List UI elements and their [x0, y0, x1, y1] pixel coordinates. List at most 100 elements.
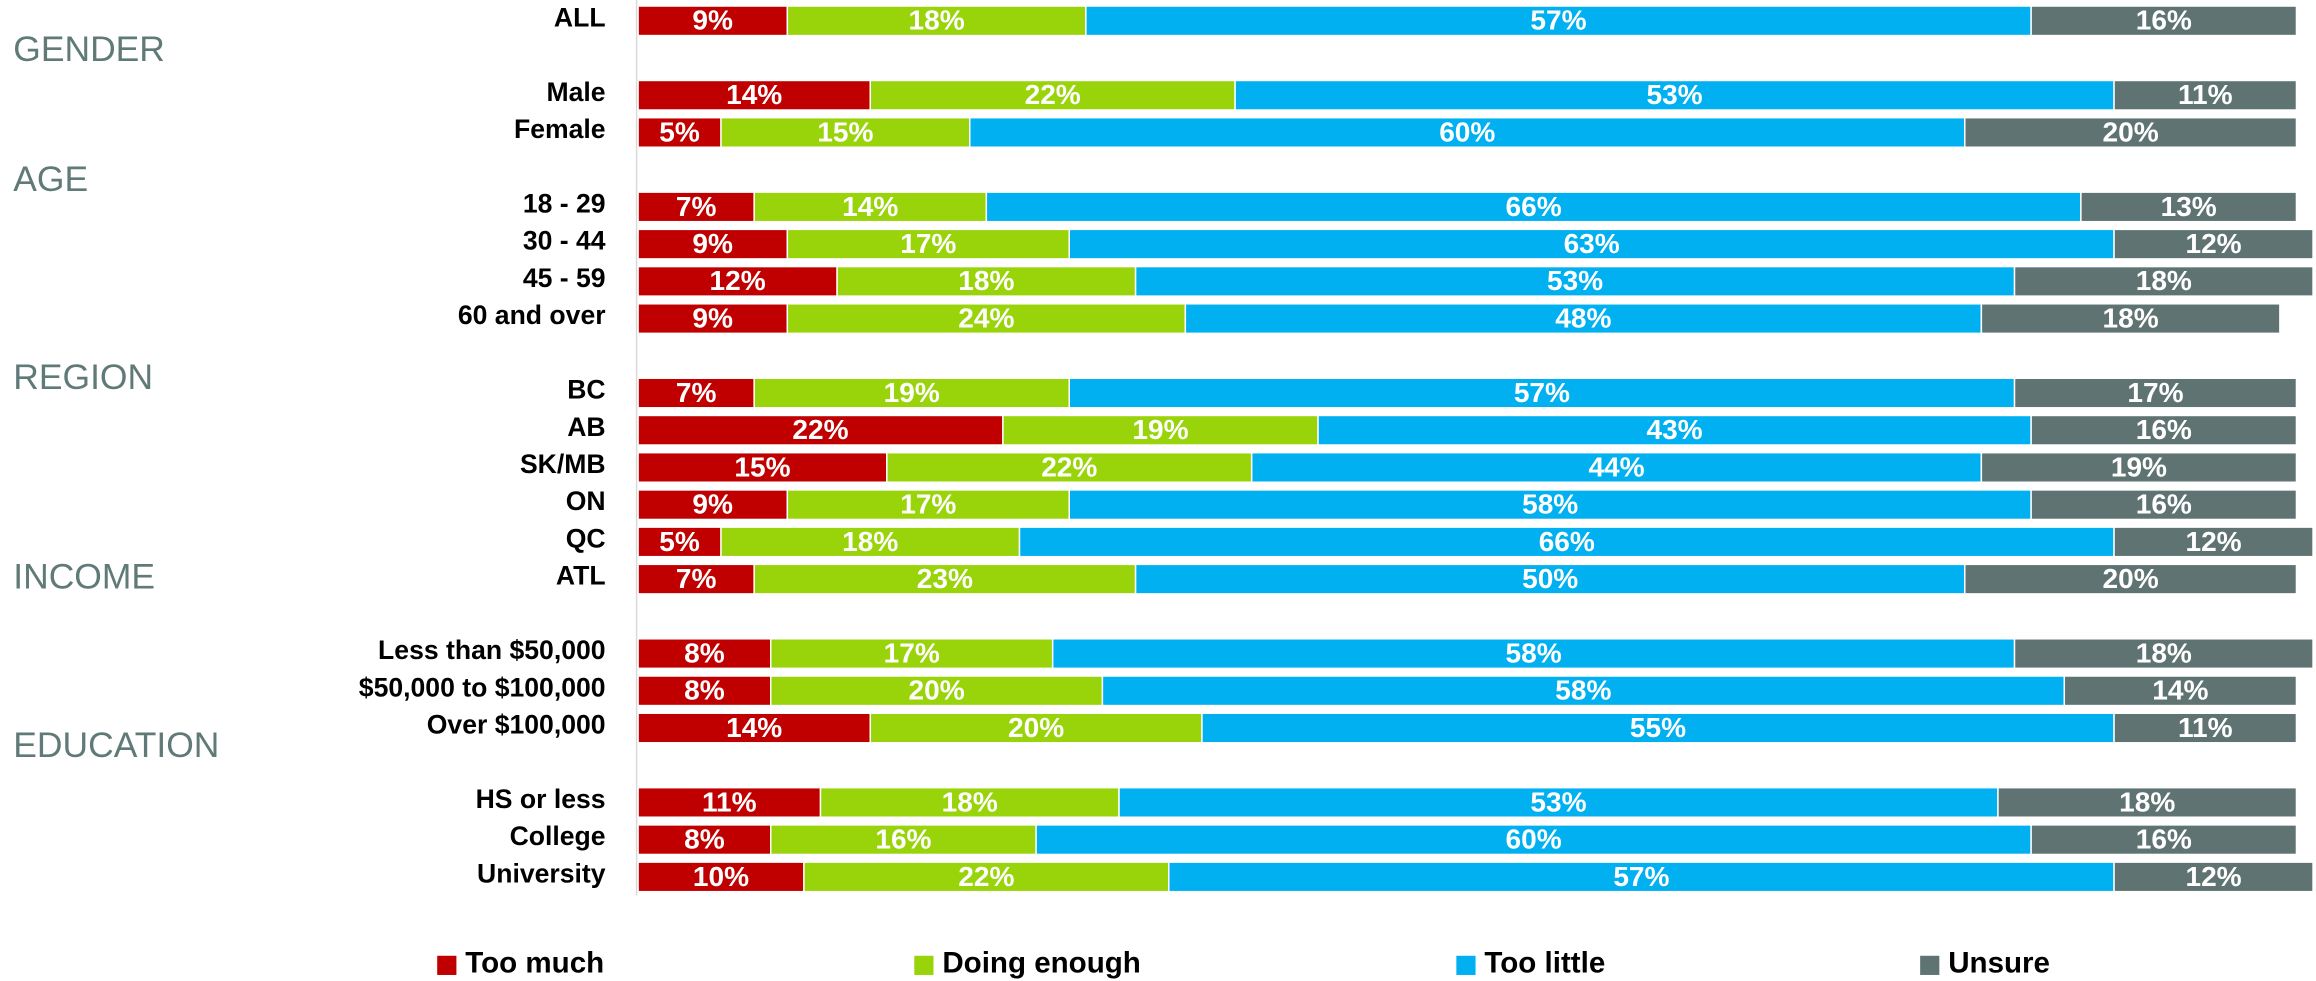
value-label: 17%: [900, 228, 956, 259]
bar-segment: [720, 116, 971, 148]
value-label: 10%: [693, 861, 749, 892]
value-label: 18%: [2136, 265, 2192, 296]
bar-segment: [2113, 228, 2314, 260]
value-label: 19%: [1132, 414, 1188, 445]
value-label: 5%: [659, 116, 700, 147]
legend-label: Doing enough: [942, 946, 1140, 979]
category-label: Male: [546, 77, 605, 107]
bar-segment: [637, 228, 789, 260]
value-label: 18%: [2136, 637, 2192, 668]
value-label: 16%: [2136, 824, 2192, 855]
bar-segment: [753, 191, 988, 223]
bar-segment: [2113, 526, 2314, 558]
value-label: 20%: [909, 675, 965, 706]
bar-segment: [2080, 191, 2298, 223]
value-label: 53%: [1530, 786, 1586, 817]
value-label: 18%: [942, 786, 998, 817]
value-label: 12%: [710, 265, 766, 296]
value-label: 18%: [2119, 786, 2175, 817]
category-label: Over $100,000: [427, 710, 606, 740]
bar-segment: [2030, 824, 2298, 856]
value-label: 57%: [1514, 377, 1570, 408]
category-label: QC: [566, 523, 606, 553]
value-label: 60%: [1439, 116, 1495, 147]
value-label: 22%: [1041, 451, 1097, 482]
legend-swatch: [914, 955, 934, 975]
bar-segment: [869, 712, 1203, 744]
bar-segment: [637, 861, 805, 893]
value-label: 14%: [726, 79, 782, 110]
bar-segment: [637, 377, 755, 409]
value-label: 58%: [1522, 489, 1578, 520]
value-label: 14%: [2152, 675, 2208, 706]
value-label: 8%: [684, 824, 725, 855]
bar-segment: [2063, 675, 2298, 707]
value-label: 58%: [1506, 637, 1562, 668]
value-label: 17%: [900, 489, 956, 520]
value-label: 9%: [692, 302, 733, 333]
legend-swatch: [437, 955, 457, 975]
value-label: 63%: [1564, 228, 1620, 259]
bar-segment: [1134, 265, 2016, 297]
value-label: 16%: [875, 824, 931, 855]
bar-segment: [2113, 712, 2298, 744]
bar-segment: [1134, 563, 1966, 595]
bar-segment: [1317, 414, 2032, 446]
value-label: 20%: [2103, 563, 2159, 594]
category-label: 60 and over: [458, 300, 606, 330]
bar-segment: [985, 191, 2082, 223]
value-label: 43%: [1646, 414, 1702, 445]
value-label: 58%: [1555, 675, 1611, 706]
category-label: $50,000 to $100,000: [359, 672, 606, 702]
category-label: Less than $50,000: [378, 635, 606, 665]
value-label: 57%: [1613, 861, 1669, 892]
bar-segment: [1997, 786, 2298, 818]
value-label: 16%: [2136, 5, 2192, 36]
value-label: 55%: [1630, 712, 1686, 743]
bar-segment: [803, 861, 1170, 893]
value-label: 44%: [1588, 451, 1644, 482]
value-label: 11%: [2178, 79, 2233, 110]
value-label: 16%: [2136, 489, 2192, 520]
bar-segment: [637, 451, 888, 483]
legend-label: Too little: [1484, 946, 1605, 979]
bar-segment: [637, 191, 755, 223]
value-label: 8%: [684, 637, 725, 668]
value-label: 12%: [2185, 228, 2241, 259]
bar-segment: [2113, 79, 2298, 111]
bar-segment: [637, 414, 1004, 446]
value-label: 50%: [1522, 563, 1578, 594]
value-label: 18%: [958, 265, 1014, 296]
value-label: 8%: [684, 675, 725, 706]
category-label: ALL: [554, 2, 606, 32]
bar-segment: [2013, 638, 2314, 670]
value-label: 5%: [659, 526, 700, 557]
value-label: 15%: [817, 116, 873, 147]
bar-segment: [886, 451, 1253, 483]
category-label: Female: [514, 114, 606, 144]
group-label: INCOME: [13, 556, 155, 596]
bar-segment: [2113, 861, 2314, 893]
value-label: 19%: [884, 377, 940, 408]
category-label: 18 - 29: [523, 188, 606, 218]
category-label: 45 - 59: [523, 263, 606, 293]
value-label: 23%: [917, 563, 973, 594]
bar-segment: [1964, 116, 2298, 148]
bar-segment: [1018, 526, 2115, 558]
value-label: 66%: [1506, 191, 1562, 222]
value-label: 11%: [2178, 712, 2233, 743]
bar-segment: [2030, 5, 2298, 37]
legend-swatch: [1920, 955, 1940, 975]
category-label: SK/MB: [520, 449, 606, 479]
value-label: 7%: [676, 377, 717, 408]
value-label: 15%: [734, 451, 790, 482]
group-label: GENDER: [13, 29, 165, 69]
category-label: ATL: [556, 561, 606, 591]
value-label: 20%: [2103, 116, 2159, 147]
value-label: 9%: [692, 228, 733, 259]
group-label: AGE: [13, 159, 88, 199]
value-label: 57%: [1530, 5, 1586, 36]
bar-segment: [637, 638, 772, 670]
value-label: 13%: [2161, 191, 2217, 222]
